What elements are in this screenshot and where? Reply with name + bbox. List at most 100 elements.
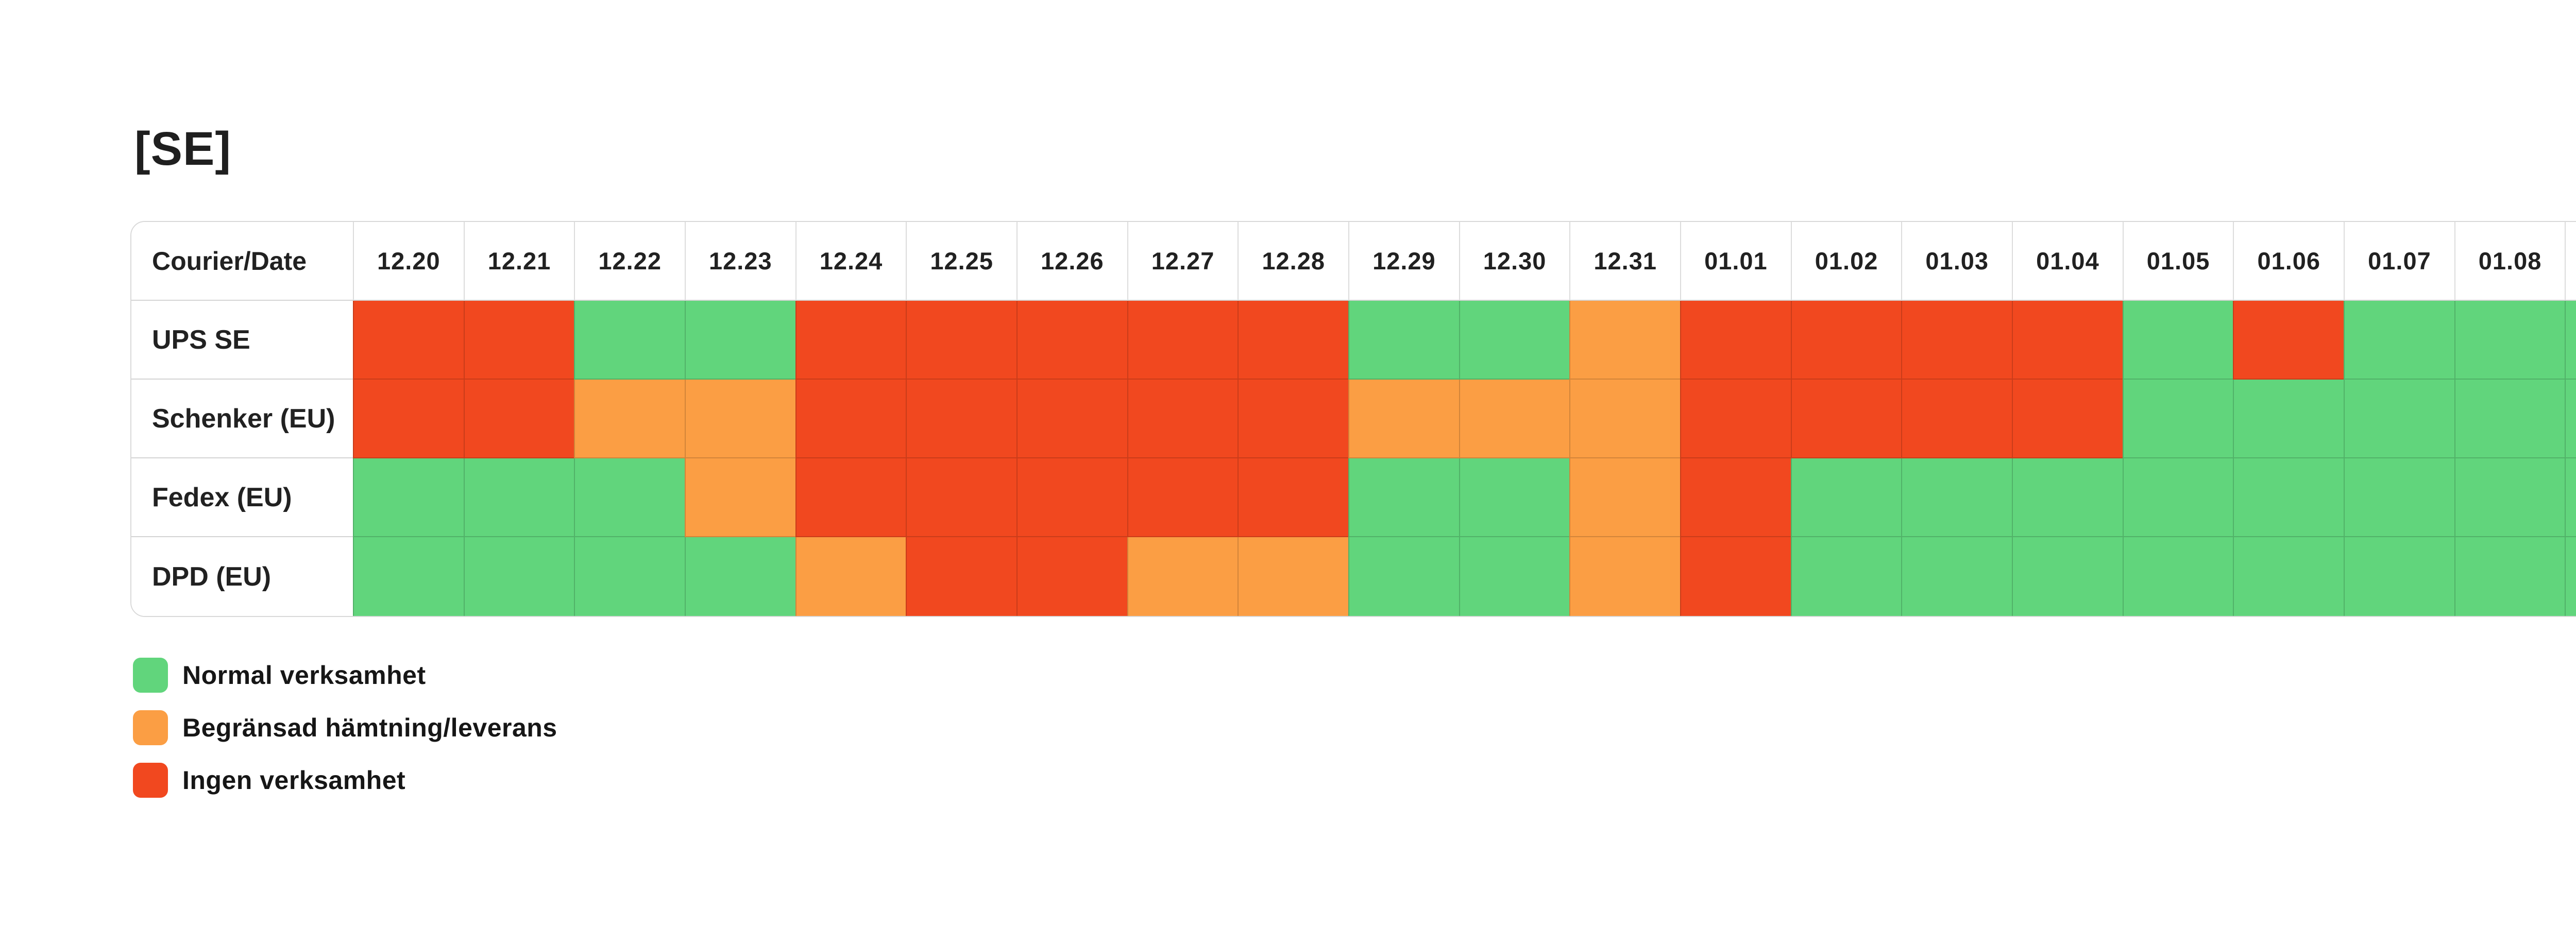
date-header: 12.23	[685, 222, 795, 301]
date-header: 01.03	[1901, 222, 2012, 301]
status-cell	[1569, 380, 1681, 458]
status-cell	[1901, 458, 2012, 537]
status-cell	[2012, 301, 2123, 380]
status-cell	[1680, 301, 1791, 380]
status-cell	[574, 301, 685, 380]
date-header: 12.21	[463, 222, 574, 301]
status-cell	[2454, 458, 2565, 537]
status-cell	[2122, 458, 2233, 537]
legend-swatch	[133, 658, 168, 693]
status-cell	[795, 537, 906, 616]
status-cell	[2233, 380, 2344, 458]
status-cell	[2233, 301, 2344, 380]
page-title: [SE]	[134, 123, 231, 175]
status-cell	[2344, 537, 2454, 616]
status-cell	[685, 537, 795, 616]
status-cell	[1459, 380, 1570, 458]
status-cell	[2454, 380, 2565, 458]
status-cell	[353, 301, 464, 380]
status-cell	[1790, 301, 1902, 380]
date-header: 12.30	[1459, 222, 1570, 301]
status-cell	[795, 380, 906, 458]
legend-swatch	[133, 763, 168, 798]
status-cell	[1790, 458, 1902, 537]
date-header: 12.29	[1348, 222, 1459, 301]
date-header: 12.20	[353, 222, 464, 301]
table-body: UPS SE Schenker (EU) Fedex (EU) DPD (EU)	[131, 301, 2576, 616]
status-cell	[2344, 301, 2454, 380]
status-cell	[1348, 537, 1459, 616]
legend-item: Normal verksamhet	[133, 657, 2576, 693]
header-row: Courier/Date 12.20 12.21 12.22 12.23 12.24 12…	[131, 222, 2576, 301]
courier-status-table: Courier/Date 12.20 12.21 12.22 12.23 12.24 12…	[131, 222, 2576, 616]
date-header: 12.24	[795, 222, 906, 301]
status-cell	[2565, 458, 2576, 537]
date-header: 12.28	[1238, 222, 1349, 301]
table-row: Schenker (EU)	[131, 380, 2576, 458]
status-cell	[1680, 380, 1791, 458]
date-header: 01.05	[2122, 222, 2233, 301]
date-header: 12.27	[1127, 222, 1238, 301]
date-header: 01.01	[1680, 222, 1791, 301]
status-cell	[2565, 537, 2576, 616]
status-cell	[1238, 301, 1349, 380]
legend: Normal verksamhet Begränsad hämtning/leve…	[130, 657, 2576, 798]
legend-label: Begränsad hämtning/leverans	[182, 713, 557, 742]
status-cell	[1901, 301, 2012, 380]
status-cell	[1127, 380, 1238, 458]
status-cell	[463, 537, 574, 616]
status-cell	[1016, 301, 1127, 380]
status-cell	[2233, 458, 2344, 537]
status-cell	[906, 537, 1017, 616]
legend-swatch	[133, 710, 168, 745]
status-cell	[906, 458, 1017, 537]
courier-label: UPS SE	[131, 301, 353, 380]
table-row: UPS SE	[131, 301, 2576, 380]
status-cell	[353, 380, 464, 458]
status-cell	[906, 380, 1017, 458]
status-cell	[2565, 301, 2576, 380]
status-cell	[1569, 458, 1681, 537]
status-cell	[353, 458, 464, 537]
status-cell	[1348, 458, 1459, 537]
corner-header: Courier/Date	[131, 222, 353, 301]
status-cell	[1790, 380, 1902, 458]
status-cell	[795, 458, 906, 537]
status-cell	[1348, 380, 1459, 458]
status-cell	[2122, 380, 2233, 458]
date-header: 12.31	[1569, 222, 1681, 301]
status-cell	[1569, 301, 1681, 380]
status-cell	[906, 301, 1017, 380]
status-cell	[1127, 537, 1238, 616]
status-cell	[1016, 380, 1127, 458]
status-cell	[2344, 380, 2454, 458]
status-cell	[2454, 537, 2565, 616]
status-cell	[1238, 380, 1349, 458]
status-cell	[1127, 458, 1238, 537]
status-cell	[795, 301, 906, 380]
status-cell	[2344, 458, 2454, 537]
status-cell	[463, 301, 574, 380]
status-cell	[685, 380, 795, 458]
status-cell	[1901, 537, 2012, 616]
date-header: 01.06	[2233, 222, 2344, 301]
date-header: 01.04	[2012, 222, 2123, 301]
courier-status-table-wrap: Courier/Date 12.20 12.21 12.22 12.23 12.24 12…	[130, 221, 2576, 617]
status-cell	[353, 537, 464, 616]
table-row: DPD (EU)	[131, 537, 2576, 616]
date-header: 01.08	[2454, 222, 2565, 301]
status-cell	[1238, 458, 1349, 537]
status-cell	[1459, 301, 1570, 380]
status-cell	[1348, 301, 1459, 380]
status-cell	[685, 458, 795, 537]
status-cell	[2565, 380, 2576, 458]
legend-item: Begränsad hämtning/leverans	[133, 710, 2576, 746]
status-cell	[1680, 537, 1791, 616]
legend-label: Ingen verksamhet	[182, 766, 406, 795]
courier-label: Schenker (EU)	[131, 380, 353, 458]
status-cell	[1016, 458, 1127, 537]
status-cell	[1016, 537, 1127, 616]
date-header: 01.07	[2344, 222, 2454, 301]
date-header: 01.09	[2565, 222, 2576, 301]
